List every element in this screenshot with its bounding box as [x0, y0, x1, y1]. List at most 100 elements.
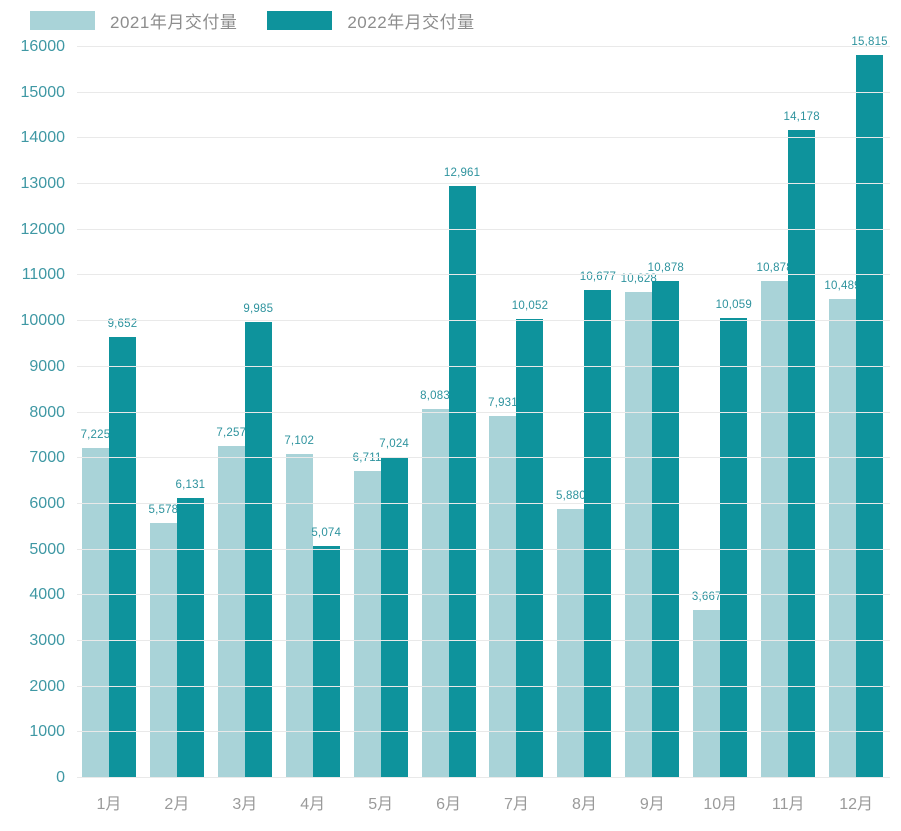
y-tick-11000: 11000 [21, 266, 65, 284]
x-tick-4月: 4月 [300, 796, 326, 813]
plot-area: 7,225 9,652 5,578 6,131 7,257 9,985 7,102 5,074… [75, 36, 890, 778]
y-tick-5000: 5000 [29, 540, 65, 558]
legend-swatch-2021 [30, 11, 95, 30]
x-axis-labels: 1月 2月 3月 4月 5月 6月 7月 8月 9月 10月 11月 12月 [75, 790, 890, 814]
bar-2021-11月: 10,878 [756, 262, 793, 778]
y-tick-2000: 2000 [29, 677, 65, 695]
bar-2022-2月: 6,131 [175, 479, 205, 778]
y-axis-labels: 0 1000 2000 3000 4000 5000 6000 7000 8000 9000 100… [0, 38, 66, 786]
legend-item-2021: 2021年月交付量 [30, 8, 237, 33]
legend-label-2021: 2021年月交付量 [110, 13, 238, 32]
gridline-4000 [77, 594, 890, 596]
bar-group-3月: 7,257 9,985 [211, 47, 279, 778]
bar-2022-1月: 9,652 [108, 318, 137, 778]
bar-value-label: 5,074 [311, 527, 342, 540]
x-tick-10月: 10月 [703, 796, 738, 813]
bar-value-label: 9,985 [243, 302, 274, 315]
gridline-1000 [77, 731, 890, 733]
bar-group-10月: 3,667 10,059 [686, 47, 754, 778]
bar-value-label: 6,131 [175, 478, 206, 491]
gridline-16000 [77, 46, 890, 47]
bar-2022-5月: 7,024 [379, 438, 409, 778]
bar-group-12月: 10,489 15,815 [822, 36, 890, 778]
x-tick-5月: 5月 [368, 796, 394, 813]
gridline-8000 [77, 411, 890, 413]
bar-2021-8月: 5,880 [556, 490, 586, 778]
legend-label-2022: 2022年月交付量 [347, 13, 475, 32]
bar-value-label: 5,578 [148, 504, 179, 517]
bar-value-label: 10,878 [756, 262, 793, 275]
x-tick-11月: 11月 [771, 796, 805, 813]
bar-group-9月: 10,628 10,878 [618, 47, 686, 778]
bar-value-label: 10,052 [511, 299, 549, 312]
chart-legend: 2021年月交付量 2022年月交付量 [30, 8, 475, 33]
bar-2021-7月: 7,931 [488, 397, 518, 778]
gridline-2000 [77, 685, 890, 687]
bar-2022-8月: 10,677 [580, 271, 616, 778]
bar-group-2月: 5,578 6,131 [143, 47, 211, 778]
gridline-15000 [77, 91, 890, 93]
bar-2022-9月: 10,878 [648, 262, 684, 778]
gridline-6000 [77, 502, 890, 504]
bar-2021-3月: 7,257 [216, 427, 246, 778]
bar-2021-10月: 3,667 [692, 591, 721, 778]
bar-value-label: 8,083 [420, 389, 450, 402]
bar-2022-6月: 12,961 [444, 167, 480, 778]
bar-value-label: 5,880 [556, 490, 586, 503]
legend-swatch-2022 [267, 11, 333, 30]
y-tick-0: 0 [56, 769, 65, 786]
bar-group-7月: 7,931 10,052 [483, 47, 551, 778]
bar-value-label: 6,711 [352, 452, 382, 465]
bar-2022-7月: 10,052 [512, 300, 548, 778]
bar-2022-12月: 15,815 [851, 36, 888, 778]
gridline-9000 [77, 365, 890, 367]
bar-2022-11月: 14,178 [783, 111, 820, 778]
gridline-13000 [77, 183, 890, 185]
gridline-12000 [77, 228, 890, 230]
y-tick-14000: 14000 [20, 129, 66, 147]
bar-2021-9月: 10,628 [621, 273, 657, 778]
x-tick-3月: 3月 [232, 796, 258, 813]
y-tick-3000: 3000 [29, 631, 65, 649]
bar-group-5月: 6,711 7,024 [347, 47, 415, 778]
bar-value-label: 15,815 [851, 36, 888, 49]
gridline-11000 [77, 274, 890, 276]
bar-group-8月: 5,880 10,677 [550, 47, 618, 778]
y-tick-9000: 9000 [29, 357, 65, 375]
x-tick-1月: 1月 [96, 796, 122, 813]
x-tick-8月: 8月 [571, 796, 597, 813]
bar-2021-12月: 10,489 [824, 280, 861, 778]
y-tick-7000: 7000 [29, 449, 65, 467]
gridline-3000 [77, 639, 890, 641]
bar-value-label: 7,102 [284, 434, 315, 447]
y-tick-15000: 15000 [20, 83, 66, 101]
x-tick-7月: 7月 [504, 796, 529, 813]
y-tick-6000: 6000 [29, 494, 65, 512]
bar-value-label: 10,059 [715, 299, 752, 312]
bar-value-label: 14,178 [783, 111, 820, 124]
bar-2021-1月: 7,225 [81, 429, 110, 778]
bar-group-1月: 7,225 9,652 [75, 47, 143, 778]
bar-2021-5月: 6,711 [353, 452, 381, 778]
y-tick-1000: 1000 [29, 723, 65, 741]
bar-value-label: 7,257 [216, 427, 247, 440]
x-tick-12月: 12月 [839, 796, 873, 813]
bar-2022-10月: 10,059 [716, 299, 752, 778]
bar-2022-4月: 5,074 [311, 527, 341, 778]
bar-2021-6月: 8,083 [420, 390, 450, 778]
bar-2021-2月: 5,578 [148, 504, 178, 778]
x-tick-9月: 9月 [639, 796, 665, 813]
bar-value-label: 7,024 [379, 438, 410, 451]
y-tick-12000: 12000 [20, 220, 66, 238]
y-tick-8000: 8000 [29, 403, 65, 421]
bar-2022-3月: 9,985 [243, 303, 273, 778]
y-tick-4000: 4000 [29, 586, 65, 604]
x-tick-2月: 2月 [164, 796, 190, 813]
bar-value-label: 10,677 [579, 271, 617, 284]
gridline-7000 [77, 457, 890, 459]
bar-value-label: 7,931 [488, 396, 518, 409]
y-tick-10000: 10000 [20, 312, 66, 330]
gridline-0 [77, 777, 890, 778]
x-tick-6月: 6月 [436, 796, 462, 813]
y-tick-13000: 13000 [20, 175, 66, 193]
